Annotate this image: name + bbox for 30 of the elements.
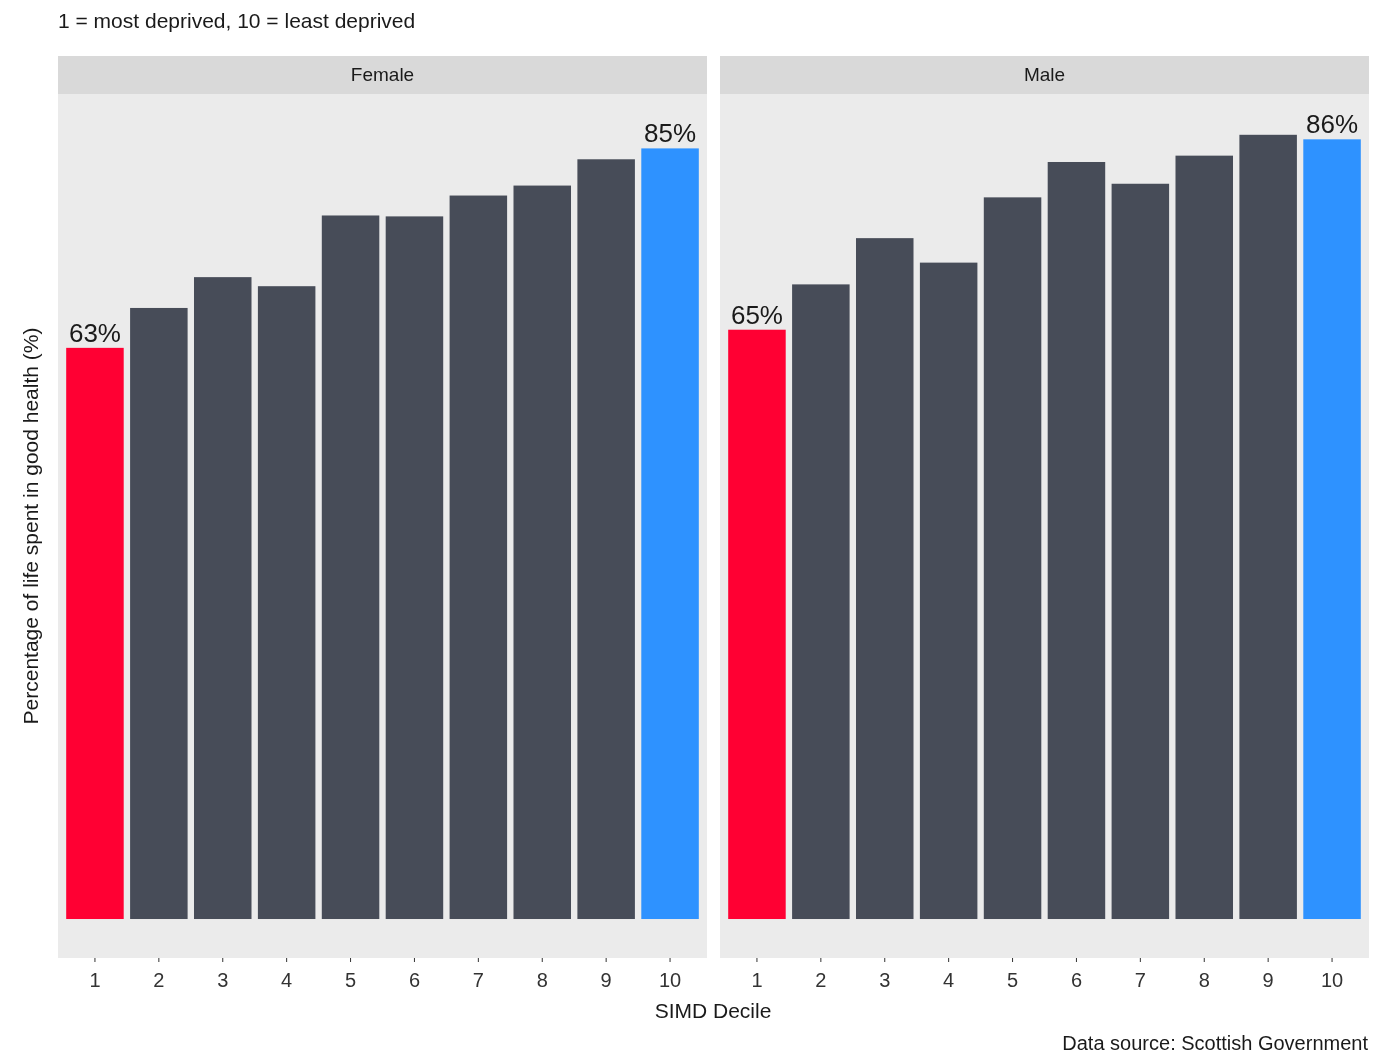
x-tick-label: 2 <box>153 969 165 991</box>
x-tick-label: 2 <box>815 969 827 991</box>
data-label: 86% <box>1306 109 1359 140</box>
x-tick-label: 1 <box>89 969 101 991</box>
x-tick-label: 1 <box>751 969 763 991</box>
data-label: 63% <box>68 317 121 348</box>
x-axis-title: SIMD Decile <box>654 999 772 1022</box>
x-tick-label: 8 <box>536 969 548 991</box>
y-axis-title: Percentage of life spent in good health (%) <box>19 327 42 725</box>
data-label: 65% <box>730 299 783 330</box>
x-tick-label: 7 <box>472 969 484 991</box>
x-tick-label: 6 <box>1070 969 1083 991</box>
x-tick-label: 5 <box>1006 969 1019 991</box>
x-tick-label: 10 <box>658 969 682 991</box>
chart-title: Female <box>350 64 415 85</box>
x-tick-label: 7 <box>1134 969 1146 991</box>
x-tick-label: 9 <box>1262 969 1274 991</box>
x-tick-label: 8 <box>1198 969 1210 991</box>
x-tick-label: 6 <box>408 969 421 991</box>
x-tick-label: 10 <box>1320 969 1344 991</box>
x-tick-label: 5 <box>344 969 357 991</box>
x-tick-label: 3 <box>879 969 891 991</box>
source-note: Data source: Scottish Government <box>1062 1032 1369 1054</box>
x-tick-label: 4 <box>281 969 293 991</box>
x-tick-label: 3 <box>217 969 229 991</box>
x-tick-label: 9 <box>600 969 612 991</box>
chart-subtitle: 1 = most deprived, 10 = least deprived <box>58 9 416 32</box>
chart-title: Male <box>1023 64 1066 85</box>
data-label: 85% <box>644 118 697 149</box>
x-tick-label: 4 <box>943 969 955 991</box>
